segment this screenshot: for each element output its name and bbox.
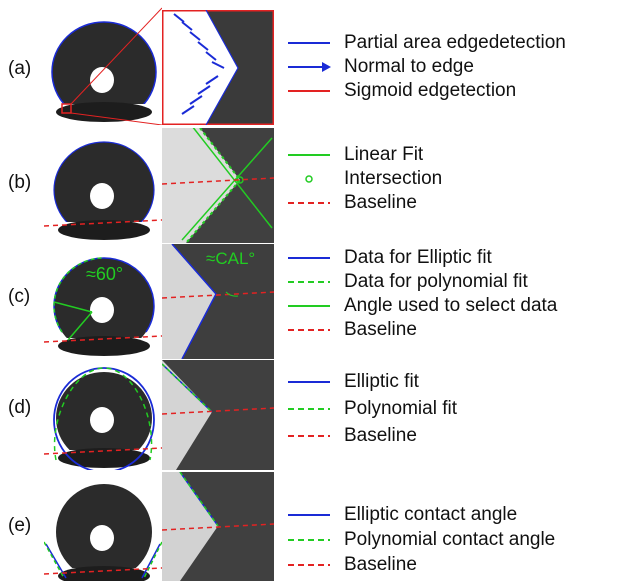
legend-item: Normal to edge — [286, 55, 474, 79]
panel-label-e: (e) — [8, 515, 32, 536]
legend-item: Partial area edgedetection — [286, 31, 566, 55]
panel-label-a: (a) — [8, 58, 32, 79]
droplet-image-d — [44, 360, 162, 470]
legend-solid-line-icon — [288, 42, 330, 44]
legend-label: Partial area edgedetection — [344, 32, 566, 53]
droplet-image-a — [44, 0, 162, 125]
legend-dashed-line-icon — [288, 539, 330, 541]
angle-annotation: ≈60° — [86, 264, 123, 284]
legend-solid-line-icon — [288, 381, 330, 383]
legend-label: Elliptic fit — [344, 371, 419, 392]
legend-dashed-line-icon — [288, 281, 330, 283]
legend-item: Polynomial contact angle — [286, 528, 555, 552]
legend-dashed-line-icon — [288, 564, 330, 566]
legend-solid-line-icon — [288, 305, 330, 307]
legend-item: Polynomial fit — [286, 397, 457, 421]
panel-label-b: (b) — [8, 172, 32, 193]
legend-item: Data for Elliptic fit — [286, 246, 492, 270]
panel-label-c: (c) — [8, 286, 31, 307]
zoom-edge-e — [162, 472, 274, 581]
legend-item: Elliptic contact angle — [286, 503, 517, 527]
zoom-angle-annotation: ≈CAL° — [206, 249, 255, 268]
legend-solid-line-icon — [288, 257, 330, 259]
legend-solid-line-icon — [288, 154, 330, 156]
legend-item: Elliptic fit — [286, 370, 419, 394]
droplet-image-e — [44, 472, 162, 581]
panel-label-d: (d) — [8, 397, 32, 418]
legend-label: Baseline — [344, 192, 417, 213]
legend-dashed-line-icon — [288, 329, 330, 331]
legend-dashed-line-icon — [288, 202, 330, 204]
zoom-edge-c: ≈CAL° — [162, 244, 274, 359]
legend-label: Linear Fit — [344, 144, 424, 165]
zoom-region-box — [61, 103, 72, 114]
legend-label: Polynomial fit — [344, 398, 457, 419]
legend-item: Data for polynomial fit — [286, 270, 528, 294]
droplet-image-c: ≈60° — [44, 244, 162, 359]
legend-dashed-line-icon — [288, 435, 330, 437]
legend-item: Linear Fit — [286, 143, 423, 167]
legend-item: Angle used to select data — [286, 294, 557, 318]
zoom-edge-d — [162, 360, 274, 470]
legend-item: Baseline — [286, 191, 417, 215]
legend-label: Baseline — [344, 319, 417, 340]
legend-item: Baseline — [286, 553, 417, 577]
legend-label: Angle used to select data — [344, 295, 558, 316]
legend-label: Polynomial contact angle — [344, 529, 556, 550]
legend-label: Sigmoid edgetection — [344, 80, 517, 101]
legend-label: Intersection — [344, 168, 443, 189]
legend-label: Baseline — [344, 554, 417, 575]
droplet-image-b — [44, 128, 162, 243]
legend-label: Elliptic contact angle — [344, 504, 518, 525]
legend-circle-marker-icon — [305, 175, 313, 183]
legend-label: Data for Elliptic fit — [344, 247, 492, 268]
legend-arrow-icon — [288, 62, 331, 72]
legend-item: Sigmoid edgetection — [286, 79, 516, 103]
legend-solid-line-icon — [288, 90, 330, 92]
legend-dashed-line-icon — [288, 408, 330, 410]
legend-label: Baseline — [344, 425, 417, 446]
zoom-edge-a — [162, 10, 274, 125]
legend-item: Intersection — [286, 167, 442, 191]
zoom-edge-b — [162, 128, 274, 243]
legend-label: Normal to edge — [344, 56, 474, 77]
legend-item: Baseline — [286, 318, 417, 342]
legend-item: Baseline — [286, 424, 417, 448]
legend-solid-line-icon — [288, 514, 330, 516]
legend-label: Data for polynomial fit — [344, 271, 528, 292]
